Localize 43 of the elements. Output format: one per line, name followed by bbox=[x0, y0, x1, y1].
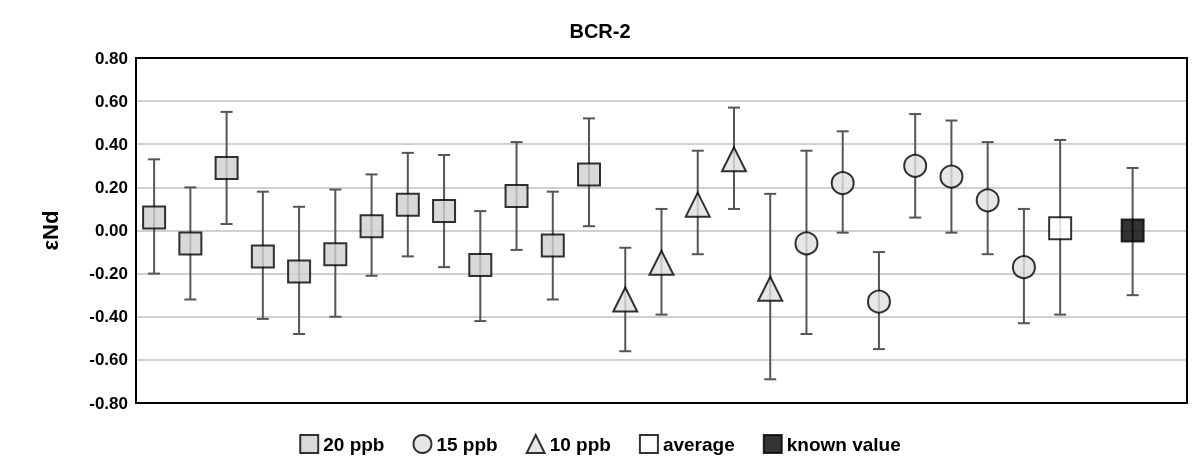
point bbox=[468, 253, 493, 277]
point bbox=[757, 275, 784, 302]
point bbox=[323, 242, 348, 267]
y-tick-label: -0.60 bbox=[89, 350, 128, 370]
legend-label: average bbox=[662, 433, 735, 455]
legend-label: known value bbox=[786, 433, 901, 455]
y-tick-label: -0.80 bbox=[89, 393, 128, 413]
y-tick-label: -0.40 bbox=[89, 307, 128, 327]
y-tick-label: -0.20 bbox=[89, 264, 128, 284]
point bbox=[250, 244, 275, 269]
point bbox=[214, 155, 239, 180]
legend-label: 10 ppb bbox=[549, 433, 611, 455]
point bbox=[975, 188, 1000, 213]
y-tick-label: 0.60 bbox=[94, 91, 128, 111]
point bbox=[142, 205, 167, 230]
y-tick-label: 0.40 bbox=[94, 134, 128, 154]
point bbox=[720, 146, 747, 173]
point bbox=[1120, 218, 1145, 243]
point bbox=[359, 214, 384, 239]
chart-title: BCR-2 bbox=[569, 20, 631, 42]
point bbox=[577, 162, 602, 187]
point bbox=[432, 199, 457, 224]
point bbox=[612, 286, 639, 313]
legend-label: 20 ppb bbox=[323, 433, 385, 455]
point bbox=[648, 249, 675, 276]
y-tick-label: 0.00 bbox=[94, 221, 128, 240]
point bbox=[178, 231, 203, 256]
point bbox=[287, 259, 312, 284]
point bbox=[395, 192, 420, 217]
y-tick-label: 0.20 bbox=[94, 177, 128, 197]
point bbox=[504, 184, 529, 208]
point bbox=[866, 289, 891, 314]
point bbox=[1011, 255, 1036, 280]
point bbox=[540, 233, 565, 258]
point bbox=[830, 171, 855, 196]
legend-label: 15 ppb bbox=[436, 433, 498, 455]
y-tick-label: 0.80 bbox=[94, 48, 128, 68]
point bbox=[903, 153, 928, 178]
point bbox=[684, 191, 711, 218]
point bbox=[939, 164, 964, 189]
y-axis-title: εNd bbox=[37, 210, 63, 251]
point bbox=[794, 231, 819, 256]
point bbox=[1048, 216, 1073, 241]
